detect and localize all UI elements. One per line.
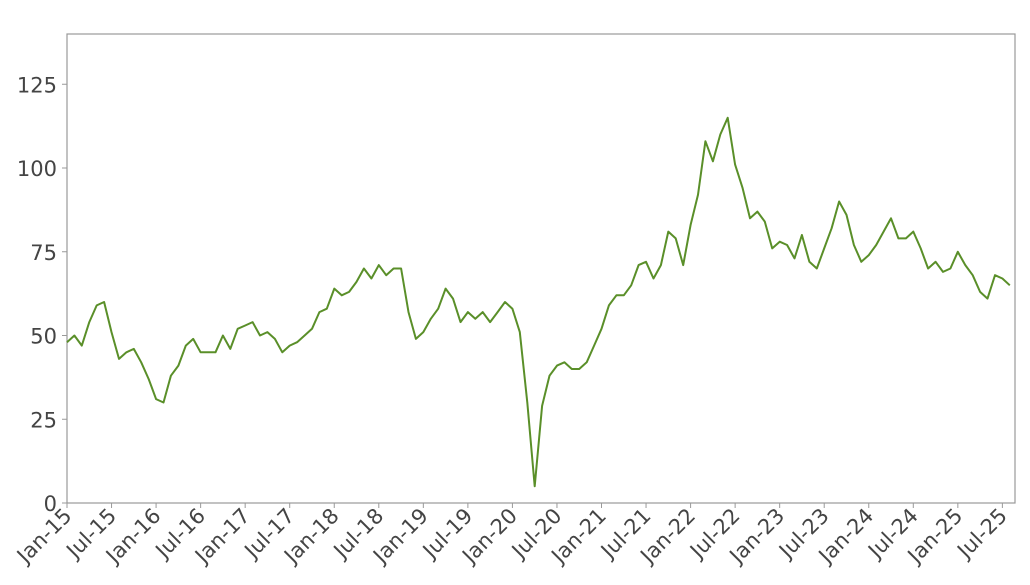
y-tick-label: 25 — [30, 408, 57, 432]
plot-frame — [66, 33, 1016, 504]
y-tick-label: 75 — [30, 241, 57, 265]
price-line — [66, 116, 1011, 488]
y-tick-label: 50 — [30, 325, 57, 349]
y-tick-label: 100 — [17, 157, 57, 181]
x-tick-label: Jul-25 — [951, 504, 1012, 565]
y-tick-label: 0 — [44, 492, 57, 516]
y-tick-label: 125 — [17, 73, 57, 97]
